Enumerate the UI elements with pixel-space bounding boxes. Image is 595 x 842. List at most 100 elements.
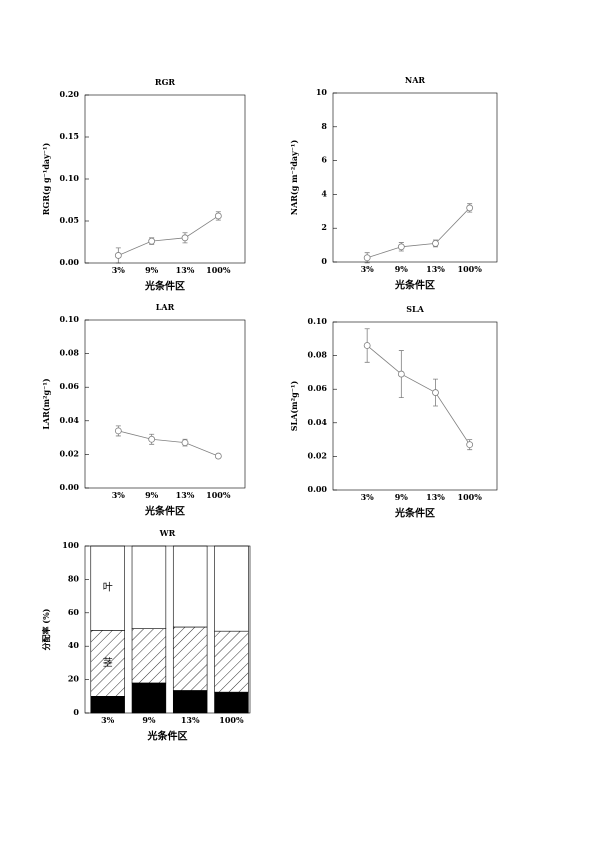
data-line	[118, 430, 219, 457]
x-axis-label: 光条件区	[394, 279, 435, 292]
data-point	[214, 212, 222, 220]
y-axis-label: SLA(m²g⁻¹)	[289, 381, 299, 432]
x-axis-label: 光条件区	[144, 280, 185, 293]
y-tick-label: 20	[68, 674, 80, 684]
series-label: 茎	[103, 657, 113, 669]
y-tick-label: 0.20	[60, 89, 80, 99]
y-tick-label: 8	[321, 121, 327, 131]
y-tick-label: 0.08	[308, 350, 328, 360]
data-point	[214, 452, 222, 460]
y-axis-label: 分配率 (%)	[41, 608, 51, 650]
chart-title: NAR	[405, 75, 426, 85]
data-point	[466, 204, 474, 212]
plot-frame	[84, 319, 246, 489]
x-tick-label: 3%	[361, 264, 375, 274]
y-tick-label: 0.02	[60, 448, 79, 458]
data-point	[432, 240, 439, 247]
chart: NAR 光条件区 NAR(g m⁻²day⁻¹) 0 2 4 6 8 10 3% 9% 13% 100%	[289, 75, 498, 292]
y-tick-label: 0.00	[308, 484, 328, 494]
y-tick-label: 0	[321, 256, 327, 266]
data-point	[397, 243, 405, 251]
x-tick-label: 100%	[219, 715, 244, 725]
x-axis-label: 光条件区	[394, 507, 435, 520]
y-tick-label: 0.04	[60, 415, 80, 425]
y-tick-label: 4	[321, 188, 327, 198]
bar-segment	[90, 630, 125, 697]
data-point	[181, 234, 189, 242]
plot-frame	[332, 92, 498, 263]
bar-segment	[90, 545, 125, 631]
y-tick-label: 80	[68, 573, 80, 583]
x-tick-label: 13%	[176, 490, 195, 500]
data-point	[114, 252, 122, 259]
x-tick-label: 9%	[395, 264, 409, 274]
chart: SLA 光条件区 SLA(m²g⁻¹) 0.00 0.02 0.04 0.06 0.08 0.1…	[289, 304, 498, 520]
y-axis-label: RGR(g g⁻¹day⁻¹)	[41, 143, 51, 216]
x-tick-label: 13%	[176, 265, 195, 275]
y-tick-label: 0.02	[308, 450, 327, 460]
x-tick-label: 9%	[145, 265, 159, 275]
chart-title: SLA	[406, 304, 424, 314]
x-tick-label: 3%	[101, 715, 115, 725]
bar-segment	[214, 691, 249, 714]
x-axis-label: 光条件区	[144, 505, 185, 518]
y-axis-label: LAR(m²g⁻¹)	[41, 378, 51, 430]
x-axis-label: 光条件区	[147, 730, 188, 743]
y-tick-label: 0.10	[308, 316, 328, 326]
chart-title: LAR	[156, 302, 175, 312]
y-tick-label: 0.10	[60, 314, 80, 324]
data-point	[181, 439, 189, 447]
y-tick-label: 0	[73, 707, 79, 717]
y-tick-label: 60	[68, 607, 80, 617]
x-tick-label: 100%	[458, 492, 483, 502]
series-label: 叶	[103, 582, 113, 594]
y-tick-label: 0.06	[308, 383, 328, 393]
chart: LAR 光条件区 LAR(m²g⁻¹) 0.00 0.02 0.04 0.06 0.08 0.1…	[41, 302, 246, 518]
data-point	[363, 342, 371, 349]
y-tick-label: 0.10	[60, 173, 80, 183]
chart-title: RGR	[155, 77, 175, 87]
y-tick-label: 100	[62, 540, 79, 550]
plot-frame	[332, 321, 498, 491]
y-tick-label: 10	[316, 87, 328, 97]
series-label: 根	[103, 700, 113, 713]
y-tick-label: 0.08	[60, 348, 80, 358]
y-tick-label: 40	[68, 640, 80, 650]
x-tick-label: 9%	[145, 490, 159, 500]
data-point	[363, 254, 371, 262]
data-point	[466, 441, 474, 449]
y-tick-label: 0.04	[308, 417, 328, 427]
data-point	[114, 427, 122, 435]
bar-segment	[214, 630, 249, 693]
x-tick-label: 9%	[395, 492, 409, 502]
data-line	[367, 207, 470, 259]
x-tick-label: 3%	[112, 265, 126, 275]
x-tick-label: 13%	[426, 492, 445, 502]
bar-segment	[131, 682, 167, 714]
data-point	[432, 389, 439, 396]
y-axis-label: NAR(g m⁻²day⁻¹)	[289, 140, 299, 216]
x-tick-label: 100%	[458, 264, 483, 274]
data-point	[148, 435, 156, 443]
data-line	[118, 215, 219, 256]
bar-segment	[172, 690, 208, 714]
bar-segment	[214, 545, 249, 632]
data-point	[397, 370, 405, 378]
x-tick-label: 100%	[206, 490, 231, 500]
data-point	[148, 237, 156, 245]
x-tick-label: 100%	[206, 265, 231, 275]
y-tick-label: 0.15	[60, 131, 79, 141]
y-tick-label: 0.00	[60, 482, 80, 492]
plot-frame	[84, 545, 251, 714]
bar-segment	[172, 545, 208, 628]
chart: RGR 光条件区 RGR(g g⁻¹day⁻¹) 0.00 0.05 0.10 0.15 0.…	[41, 77, 246, 293]
bar-segment	[131, 628, 167, 684]
x-tick-label: 3%	[361, 492, 375, 502]
x-tick-label: 9%	[142, 715, 156, 725]
y-tick-label: 0.05	[60, 215, 79, 225]
x-tick-label: 3%	[112, 490, 126, 500]
plot-frame	[84, 94, 246, 264]
y-tick-label: 0.06	[60, 381, 80, 391]
bar-segment	[131, 545, 167, 629]
